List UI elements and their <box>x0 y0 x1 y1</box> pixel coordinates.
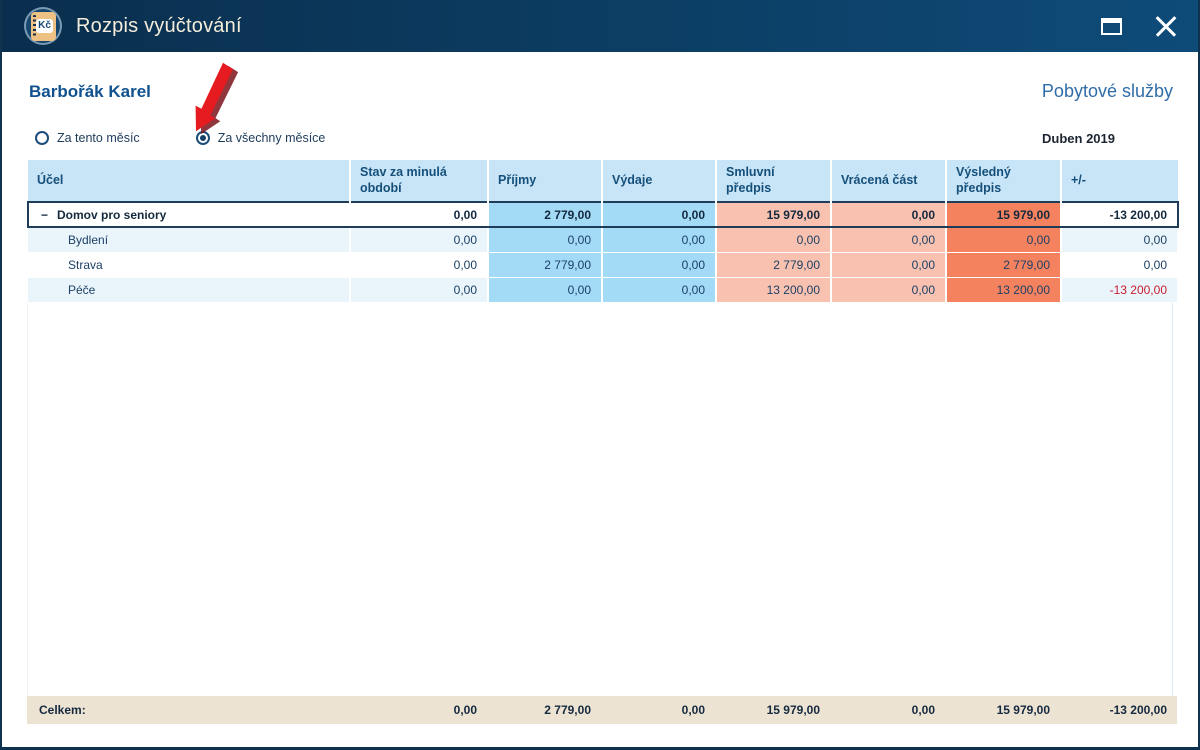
value-cell: 0,00 <box>602 227 717 253</box>
footer-value-cell: -13 200,00 <box>1060 695 1177 724</box>
row-label: Péče <box>68 282 96 297</box>
value-cell: -13 200,00 <box>1061 201 1179 228</box>
currency-badge: Kč <box>36 19 53 33</box>
totals-table: Celkem: 0,00 2 779,00 0,00 15 979,00 0,00 15 9… <box>27 695 1177 724</box>
value-cell: 2 779,00 <box>488 252 603 278</box>
notebook-icon: Kč <box>30 11 56 41</box>
value-cell: 0,00 <box>488 227 603 253</box>
value-cell: 0,00 <box>1061 227 1179 253</box>
radio-all-months[interactable]: Za všechny měsíce <box>195 131 326 145</box>
footer-value-cell: 0,00 <box>601 695 715 724</box>
value-cell: 0,00 <box>350 201 489 228</box>
billing-table: Účel Stav za minulá období Příjmy Výdaje Sml… <box>27 160 1179 724</box>
radio-circle-icon[interactable] <box>195 131 210 145</box>
value-cell: 13 200,00 <box>946 277 1062 303</box>
close-button[interactable] <box>1154 14 1178 38</box>
value-cell: 15 979,00 <box>946 201 1062 228</box>
service-type-label: Pobytové služby <box>1041 81 1173 101</box>
column-header[interactable]: Účel <box>28 160 351 202</box>
value-cell: 0,00 <box>602 201 717 228</box>
radio-circle-icon[interactable] <box>35 131 49 145</box>
value-cell: 0,00 <box>831 227 947 253</box>
value-cell: 0,00 <box>602 277 717 303</box>
filter-row: Za tento měsíc Za všechny měsíce Duben 2… <box>35 129 1173 147</box>
footer-label-cell: Celkem: <box>27 695 349 724</box>
grid-empty-area <box>27 302 1173 696</box>
footer-value-cell: 2 779,00 <box>487 695 601 724</box>
value-cell: 0,00 <box>716 227 832 253</box>
row-label-cell: Strava <box>28 252 351 278</box>
value-cell: 0,00 <box>350 277 489 303</box>
maximize-button[interactable] <box>1101 17 1122 35</box>
row-label: Bydlení <box>68 232 109 247</box>
window-title: Rozpis vyúčtování <box>76 14 242 37</box>
table-body: − Domov pro seniory 0,00 2 779,00 0,00 15 979… <box>27 201 1179 303</box>
value-cell: 0,00 <box>831 201 947 228</box>
column-header[interactable]: +/- <box>1061 160 1178 202</box>
table-row[interactable]: Strava 0,00 2 779,00 0,00 2 779,00 0,00 2 779,… <box>28 252 1179 278</box>
column-header[interactable]: Příjmy <box>488 160 603 202</box>
value-cell: -13 200,00 <box>1061 277 1179 303</box>
value-cell: 0,00 <box>350 227 489 253</box>
value-cell: 0,00 <box>831 252 947 278</box>
value-cell: 0,00 <box>602 252 717 278</box>
table-row[interactable]: Péče 0,00 0,00 0,00 13 200,00 0,00 13 200,00 -1… <box>28 277 1179 303</box>
column-header[interactable]: Stav za minulá období <box>350 160 489 202</box>
table-row[interactable]: − Domov pro seniory 0,00 2 779,00 0,00 15 979… <box>27 201 1179 228</box>
footer-value-cell: 15 979,00 <box>945 695 1060 724</box>
value-cell: 0,00 <box>488 277 603 303</box>
column-header[interactable]: Výsledný předpis <box>946 160 1062 202</box>
window-titlebar: Kč Rozpis vyúčtování <box>2 0 1198 52</box>
value-cell: 15 979,00 <box>716 201 832 228</box>
footer-value-cell: 0,00 <box>830 695 945 724</box>
footer-total-row: Celkem: 0,00 2 779,00 0,00 15 979,00 0,00 15 9… <box>27 695 1177 724</box>
row-label: Strava <box>68 257 103 272</box>
value-cell: 0,00 <box>350 252 489 278</box>
radio-this-month[interactable]: Za tento měsíc <box>35 131 140 145</box>
row-label-cell: Péče <box>28 277 351 303</box>
column-header[interactable]: Vrácená část <box>831 160 947 202</box>
row-label: Domov pro seniory <box>57 207 167 222</box>
table-header-row: Účel Stav za minulá období Příjmy Výdaje Sml… <box>28 160 1178 202</box>
value-cell: 2 779,00 <box>488 201 603 228</box>
billing-grid: Účel Stav za minulá období Příjmy Výdaje Sml… <box>27 160 1179 303</box>
value-cell: 2 779,00 <box>716 252 832 278</box>
footer-value-cell: 0,00 <box>349 695 487 724</box>
column-header[interactable]: Výdaje <box>602 160 717 202</box>
radio-all-months-label[interactable]: Za všechny měsíce <box>217 131 326 145</box>
value-cell: 2 779,00 <box>946 252 1062 278</box>
column-header[interactable]: Smluvní předpis <box>716 160 832 202</box>
row-label-cell: − Domov pro seniory <box>27 201 351 228</box>
value-cell: 13 200,00 <box>716 277 832 303</box>
value-cell: 0,00 <box>1061 252 1179 278</box>
value-cell: 0,00 <box>831 277 947 303</box>
footer-value-cell: 15 979,00 <box>715 695 830 724</box>
app-logo-icon: Kč <box>24 7 62 45</box>
period-label: Duben 2019 <box>1042 130 1115 146</box>
value-cell: 0,00 <box>946 227 1062 253</box>
radio-this-month-label[interactable]: Za tento měsíc <box>57 131 140 145</box>
row-label-cell: Bydlení <box>28 227 351 253</box>
client-name: Barbořák Karel <box>29 82 151 101</box>
collapse-toggle-icon[interactable]: − <box>41 207 49 222</box>
table-row[interactable]: Bydlení 0,00 0,00 0,00 0,00 0,00 0,00 0,00 <box>28 227 1179 253</box>
